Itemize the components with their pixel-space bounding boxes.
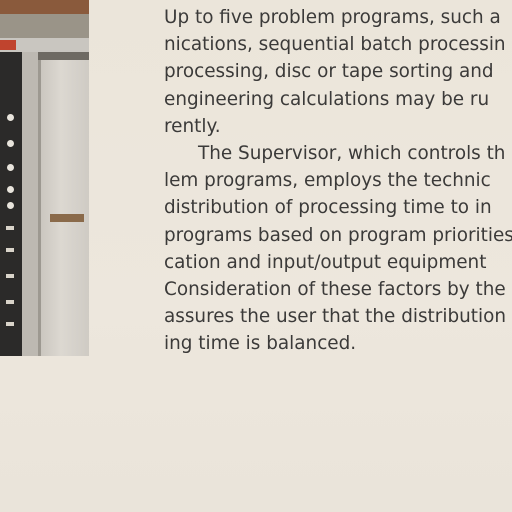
indicator-lamp [6, 248, 14, 252]
indicator-lamp [6, 274, 14, 278]
control-panel [0, 52, 22, 356]
text-line: nications, sequential batch processin [164, 34, 506, 56]
door-edge [38, 60, 41, 356]
knob-icon [7, 140, 14, 147]
text-line: distribution of processing time to in [164, 197, 492, 219]
cabinet-top [0, 38, 89, 52]
knob-icon [7, 164, 14, 171]
photo-background-wall [0, 14, 89, 38]
text-line: engineering calculations may be ru [164, 88, 490, 110]
photo-top-strip [0, 0, 89, 14]
text-line: rently. [164, 115, 221, 137]
text-line: Up to five problem programs, such a [164, 7, 501, 28]
text-line: The Supervisor, which controls th [198, 142, 506, 164]
text-line: ing time is balanced. [164, 333, 357, 355]
text-line: programs based on program priorities [164, 224, 512, 246]
indicator-lamp [6, 300, 14, 304]
text-line: assures the user that the distribution [164, 306, 506, 328]
knob-icon [7, 186, 14, 193]
body-text: Up to five problem programs, such a nica… [164, 0, 512, 357]
indicator-lamp [6, 322, 14, 326]
knob-icon [7, 114, 14, 121]
indicator-lamp [6, 226, 14, 230]
cropped-line [164, 0, 512, 4]
text-line: cation and input/output equipment [164, 251, 487, 273]
text-line: lem programs, employs the technic [164, 170, 491, 192]
cabinet-door [38, 60, 89, 356]
text-line: Consideration of these factors by the [164, 278, 506, 300]
text-line: processing, disc or tape sorting and [164, 61, 494, 83]
red-label [0, 40, 16, 50]
cabinet-nameplate [50, 214, 84, 222]
knob-icon [7, 202, 14, 209]
computer-cabinet-photo [0, 0, 89, 356]
cabinet-frame [22, 52, 38, 356]
